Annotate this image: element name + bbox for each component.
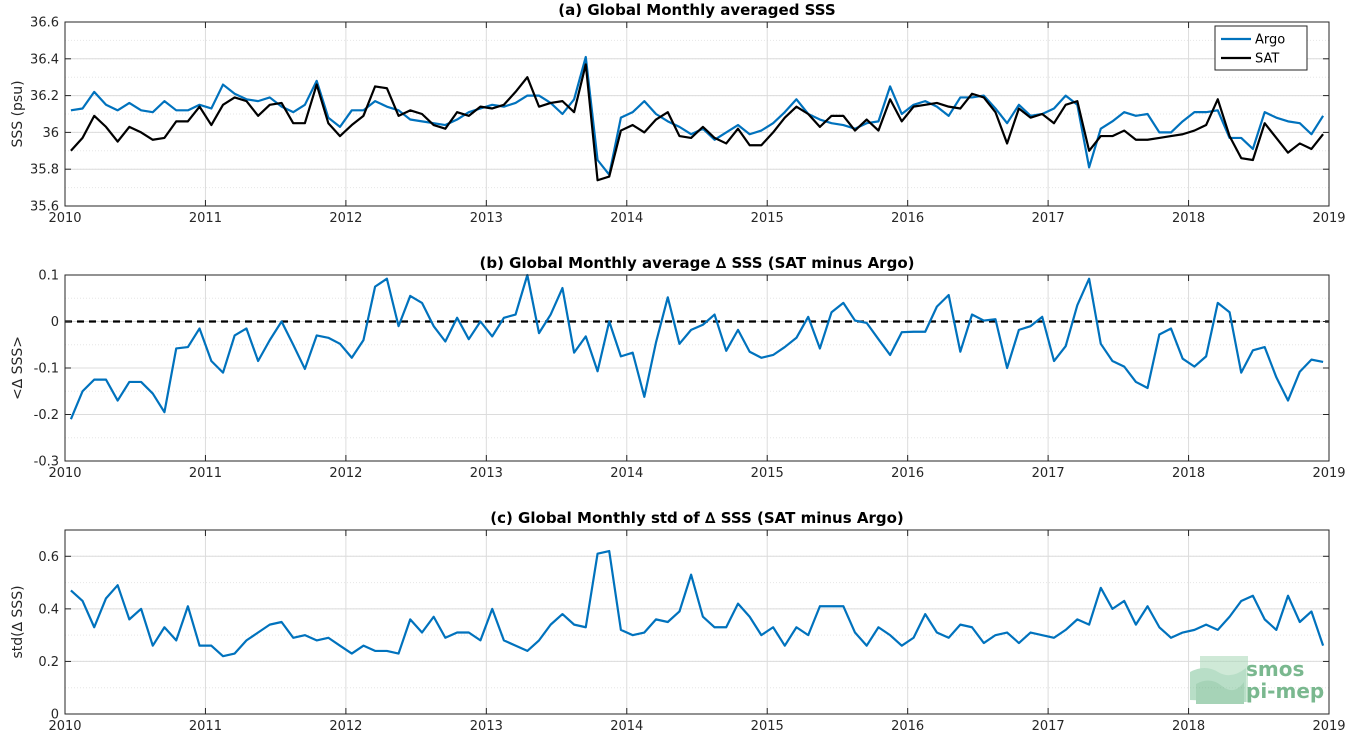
x-tick-label: 2017 [1032,211,1065,226]
x-tick-label: 2013 [470,211,503,226]
y-tick-label: 0.4 [38,602,59,617]
panel-b-mean-delta-sss: 2010 2011 2012 2013 2014 2015 2016 2017 2018 2019… [10,254,1346,481]
x-tick-label: 2011 [189,466,222,481]
axes-box [64,529,1330,715]
x-tick-label: 2013 [470,719,503,734]
chart-title: (a) Global Monthly averaged SSS [558,1,835,19]
x-tick-label: 2010 [48,466,81,481]
x-tick-label: 2010 [48,211,81,226]
panel-a-sss: 2010 2011 2012 2013 2014 2015 2016 2017 2018 2019… [10,1,1346,226]
x-tick-label: 2012 [329,719,362,734]
series-line-delta [70,549,1325,658]
logo-text-line1: smos [1246,657,1304,681]
x-tick-label: 2013 [470,466,503,481]
x-tick-label: 2019 [1312,466,1345,481]
y-tick-label: 0.1 [38,269,59,284]
y-axis-label: <∆ SSS> [10,336,26,400]
y-tick-label: 0 [51,708,59,723]
series-line-sat [70,63,1324,182]
y-tick-label: -0.2 [34,408,59,423]
axes-box [64,21,1330,207]
legend-label-argo: Argo [1255,33,1285,48]
y-tick-label: -0.3 [34,455,59,470]
legend-box [1214,25,1308,71]
series-line-delta [69,273,1324,420]
y-tick-label: 36.2 [30,89,59,104]
x-tick-label: 2014 [610,211,643,226]
y-tick-label: 35.8 [30,163,59,178]
x-tick-label: 2015 [751,211,784,226]
x-tick-label: 2015 [751,466,784,481]
smos-pi-mep-logo: smos pi-mep [1190,656,1324,704]
x-tick-label: 2016 [891,719,924,734]
x-tick-label: 2012 [329,466,362,481]
x-tick-label: 2012 [329,211,362,226]
x-tick-label: 2018 [1172,466,1205,481]
x-tick-label: 2018 [1172,719,1205,734]
y-tick-label: 0.6 [38,550,59,565]
x-tick-label: 2016 [891,466,924,481]
y-tick-label: 36.6 [30,16,59,31]
x-tick-label: 2011 [189,211,222,226]
x-tick-label: 2014 [610,466,643,481]
chart-title: (c) Global Monthly std of ∆ SSS (SAT min… [490,509,904,527]
x-tick-label: 2014 [610,719,643,734]
x-tick-label: 2015 [751,719,784,734]
x-tick-label: 2019 [1312,211,1345,226]
x-tick-label: 2016 [891,211,924,226]
y-axis-label: SSS (psu) [10,80,26,147]
y-tick-label: 0 [51,315,59,330]
panel-c-std-delta-sss: 2010 2011 2012 2013 2014 2015 2016 2017 2018 2019… [10,509,1346,734]
y-tick-label: 36.4 [30,52,59,67]
x-tick-label: 2017 [1032,466,1065,481]
legend: Argo SAT [1214,25,1308,71]
x-tick-label: 2011 [189,719,222,734]
y-tick-label: 35.6 [30,200,59,215]
y-axis-label: std(∆ SSS) [10,585,26,658]
plot-area [65,530,1329,714]
legend-label-sat: SAT [1255,52,1279,67]
x-tick-label: 2018 [1172,211,1205,226]
y-tick-label: -0.1 [34,362,59,377]
y-tick-label: 36 [42,126,59,141]
y-tick-label: 0.2 [38,655,59,670]
x-tick-label: 2019 [1312,719,1345,734]
x-tick-label: 2017 [1032,719,1065,734]
x-tick-label: 2010 [48,719,81,734]
chart-title: (b) Global Monthly average ∆ SSS (SAT mi… [480,254,915,272]
logo-text-line2: pi-mep [1246,679,1324,703]
